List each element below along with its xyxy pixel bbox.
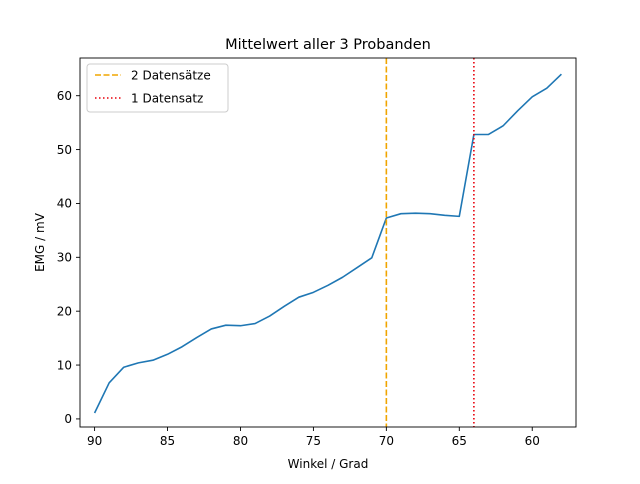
y-tick-label: 50 [57,143,72,157]
x-tick-label: 90 [87,434,102,448]
plot-area [93,58,562,427]
x-tick-label: 70 [379,434,394,448]
x-tick-label: 80 [233,434,248,448]
axis-ticks: 90 85 80 75 70 65 60 0 10 20 30 40 50 60 [57,89,540,448]
series-line-1 [93,73,562,414]
y-tick-label: 10 [57,358,72,372]
x-tick-label: 60 [525,434,540,448]
y-axis-label: EMG / mV [33,212,47,272]
y-tick-label: 0 [64,412,72,426]
chart-title: Mittelwert aller 3 Probanden [225,37,431,53]
legend-box [86,63,229,113]
legend-label-1: 2 Datensätze [131,68,211,82]
y-tick-label: 20 [57,304,72,318]
y-tick-label: 40 [57,197,72,211]
x-tick-label: 65 [452,434,467,448]
legend-label-2: 1 Datensatz [131,91,203,105]
x-tick-label: 75 [306,434,321,448]
x-axis-label: Winkel / Grad [288,457,369,471]
y-tick-label: 30 [57,251,72,265]
legend: 2 Datensätze 1 Datensatz [86,63,229,113]
y-tick-label: 60 [57,89,72,103]
axes-frame [79,57,577,428]
x-tick-label: 85 [160,434,175,448]
